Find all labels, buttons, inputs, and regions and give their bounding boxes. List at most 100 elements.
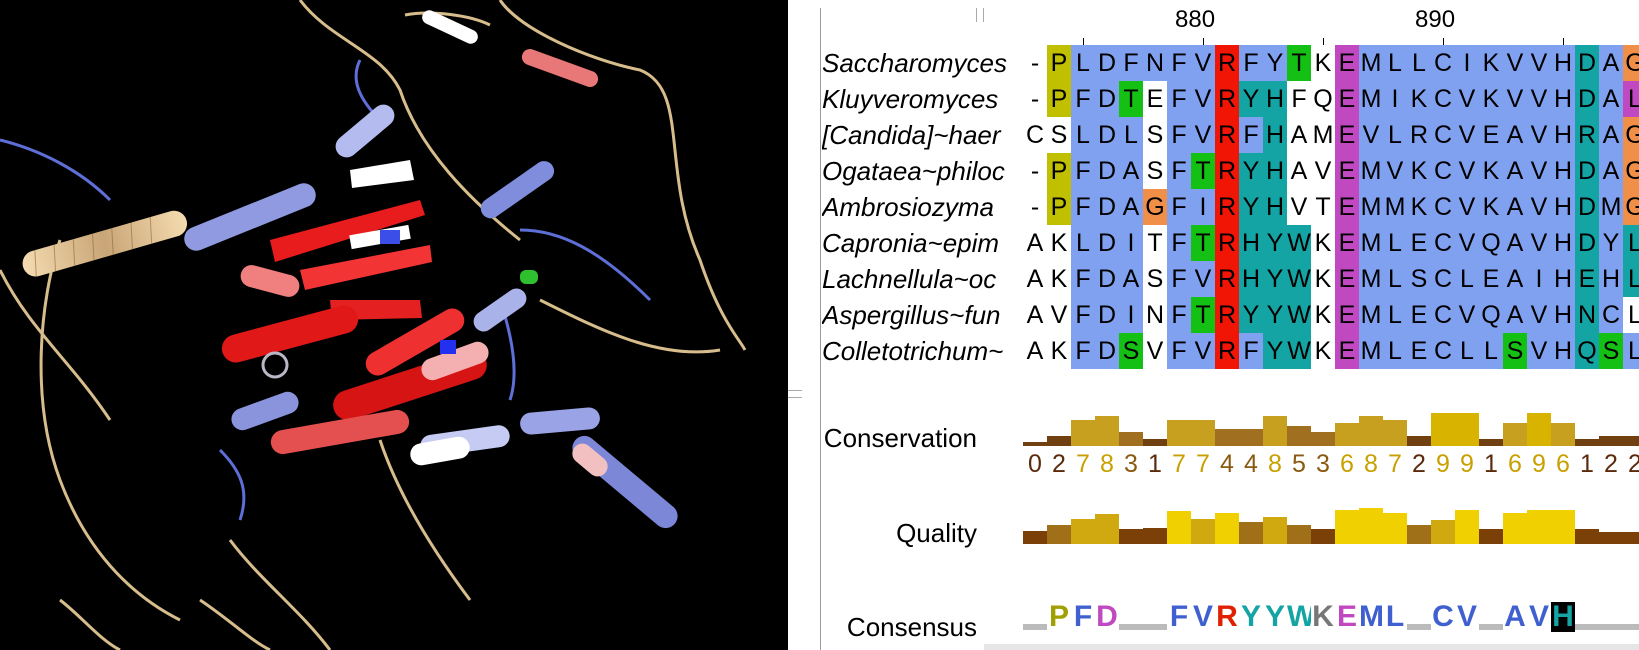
residue-cell[interactable]: V [1455,297,1479,333]
panel-divider[interactable] [820,8,821,650]
residue-cell[interactable]: L [1623,261,1639,297]
residue-cell[interactable]: F [1167,261,1191,297]
residue-cell[interactable]: V [1503,81,1527,117]
residue-cell[interactable]: E [1575,261,1599,297]
residue-cell[interactable]: E [1335,297,1359,333]
residue-cell[interactable]: A [1023,261,1047,297]
residue-cell[interactable]: F [1071,297,1095,333]
residue-cell[interactable]: C [1023,117,1047,153]
residue-cell[interactable]: H [1263,189,1287,225]
residue-cell[interactable]: V [1383,153,1407,189]
residue-cell[interactable]: F [1071,261,1095,297]
residue-cell[interactable]: A [1023,333,1047,369]
residue-cell[interactable]: Y [1239,189,1263,225]
residue-cell[interactable]: K [1479,45,1503,81]
residue-cell[interactable]: A [1023,297,1047,333]
residue-cell[interactable]: C [1431,117,1455,153]
residue-cell[interactable]: H [1551,189,1575,225]
residue-cell[interactable]: F [1287,81,1311,117]
residue-cell[interactable]: F [1167,333,1191,369]
residue-cell[interactable]: H [1551,261,1575,297]
residue-cell[interactable]: V [1287,189,1311,225]
residue-cell[interactable]: Y [1599,225,1623,261]
residue-cell[interactable]: C [1431,81,1455,117]
residue-cell[interactable]: G [1623,189,1639,225]
residue-cell[interactable]: E [1143,81,1167,117]
residue-cell[interactable]: L [1623,333,1639,369]
residue-cell[interactable]: F [1167,225,1191,261]
residue-cell[interactable]: W [1287,225,1311,261]
residue-cell[interactable]: L [1383,117,1407,153]
residue-cell[interactable]: M [1359,225,1383,261]
residue-cell[interactable]: K [1311,333,1335,369]
residue-cell[interactable]: M [1599,189,1623,225]
residue-cell[interactable]: L [1383,297,1407,333]
residue-cell[interactable]: D [1095,81,1119,117]
column-resize-grip[interactable] [976,8,984,22]
residue-cell[interactable]: V [1047,297,1071,333]
residue-cell[interactable]: P [1047,189,1071,225]
residue-cell[interactable]: L [1455,261,1479,297]
residue-cell[interactable]: A [1503,189,1527,225]
residue-cell[interactable]: F [1167,45,1191,81]
residue-cell[interactable]: H [1551,117,1575,153]
residue-cell[interactable]: G [1143,189,1167,225]
residue-cell[interactable]: - [1023,153,1047,189]
residue-cell[interactable]: L [1383,333,1407,369]
sequence-name[interactable]: Lachnellula~oc [822,264,997,294]
residue-cell[interactable]: K [1047,225,1071,261]
residue-cell[interactable]: - [1023,45,1047,81]
residue-cell[interactable]: V [1191,45,1215,81]
horizontal-scrollbar[interactable] [984,644,1639,650]
residue-cell[interactable]: F [1167,117,1191,153]
sequence-name[interactable]: Aspergillus~fun [822,300,1001,330]
residue-cell[interactable]: A [1023,225,1047,261]
residue-cell[interactable]: G [1623,45,1639,81]
residue-cell[interactable]: F [1239,45,1263,81]
residue-cell[interactable]: S [1143,153,1167,189]
residue-cell[interactable]: R [1215,333,1239,369]
residue-cell[interactable]: C [1431,45,1455,81]
residue-cell[interactable]: E [1335,333,1359,369]
residue-cell[interactable]: Q [1479,225,1503,261]
sequence-name[interactable]: Ogataea~philoc [822,156,1005,186]
residue-cell[interactable]: V [1191,117,1215,153]
residue-cell[interactable]: T [1287,45,1311,81]
residue-cell[interactable]: I [1119,225,1143,261]
residue-cell[interactable]: Y [1263,297,1287,333]
residue-cell[interactable]: R [1575,117,1599,153]
residue-cell[interactable]: D [1095,189,1119,225]
residue-cell[interactable]: R [1215,117,1239,153]
residue-cell[interactable]: L [1071,45,1095,81]
residue-cell[interactable]: C [1431,261,1455,297]
residue-cell[interactable]: W [1287,261,1311,297]
residue-cell[interactable]: M [1359,81,1383,117]
residue-cell[interactable]: M [1359,297,1383,333]
residue-cell[interactable]: E [1335,261,1359,297]
alignment-panel[interactable]: 880 890 Saccharomyces Kluyveromyces [Candid… [788,0,1639,650]
residue-cell[interactable]: M [1383,189,1407,225]
row-resize-grip[interactable] [788,390,802,398]
residue-cell[interactable]: D [1575,189,1599,225]
residue-cell[interactable]: K [1311,297,1335,333]
residue-cell[interactable]: D [1095,153,1119,189]
residue-cell[interactable]: P [1047,153,1071,189]
residue-cell[interactable]: M [1359,261,1383,297]
residue-cell[interactable]: R [1215,153,1239,189]
residue-cell[interactable]: A [1599,45,1623,81]
residue-cell[interactable]: V [1455,117,1479,153]
residue-cell[interactable]: D [1095,297,1119,333]
residue-cell[interactable]: A [1503,297,1527,333]
residue-cell[interactable]: I [1383,81,1407,117]
residue-cell[interactable]: V [1455,153,1479,189]
residue-cell[interactable]: - [1023,81,1047,117]
residue-cell[interactable]: D [1575,225,1599,261]
residue-cell[interactable]: H [1551,45,1575,81]
residue-cell[interactable]: K [1407,81,1431,117]
residue-cell[interactable]: Q [1575,333,1599,369]
residue-cell[interactable]: C [1431,333,1455,369]
residue-cell[interactable]: M [1359,153,1383,189]
residue-cell[interactable]: V [1455,225,1479,261]
residue-cell[interactable]: K [1479,153,1503,189]
residue-cell[interactable]: W [1287,297,1311,333]
